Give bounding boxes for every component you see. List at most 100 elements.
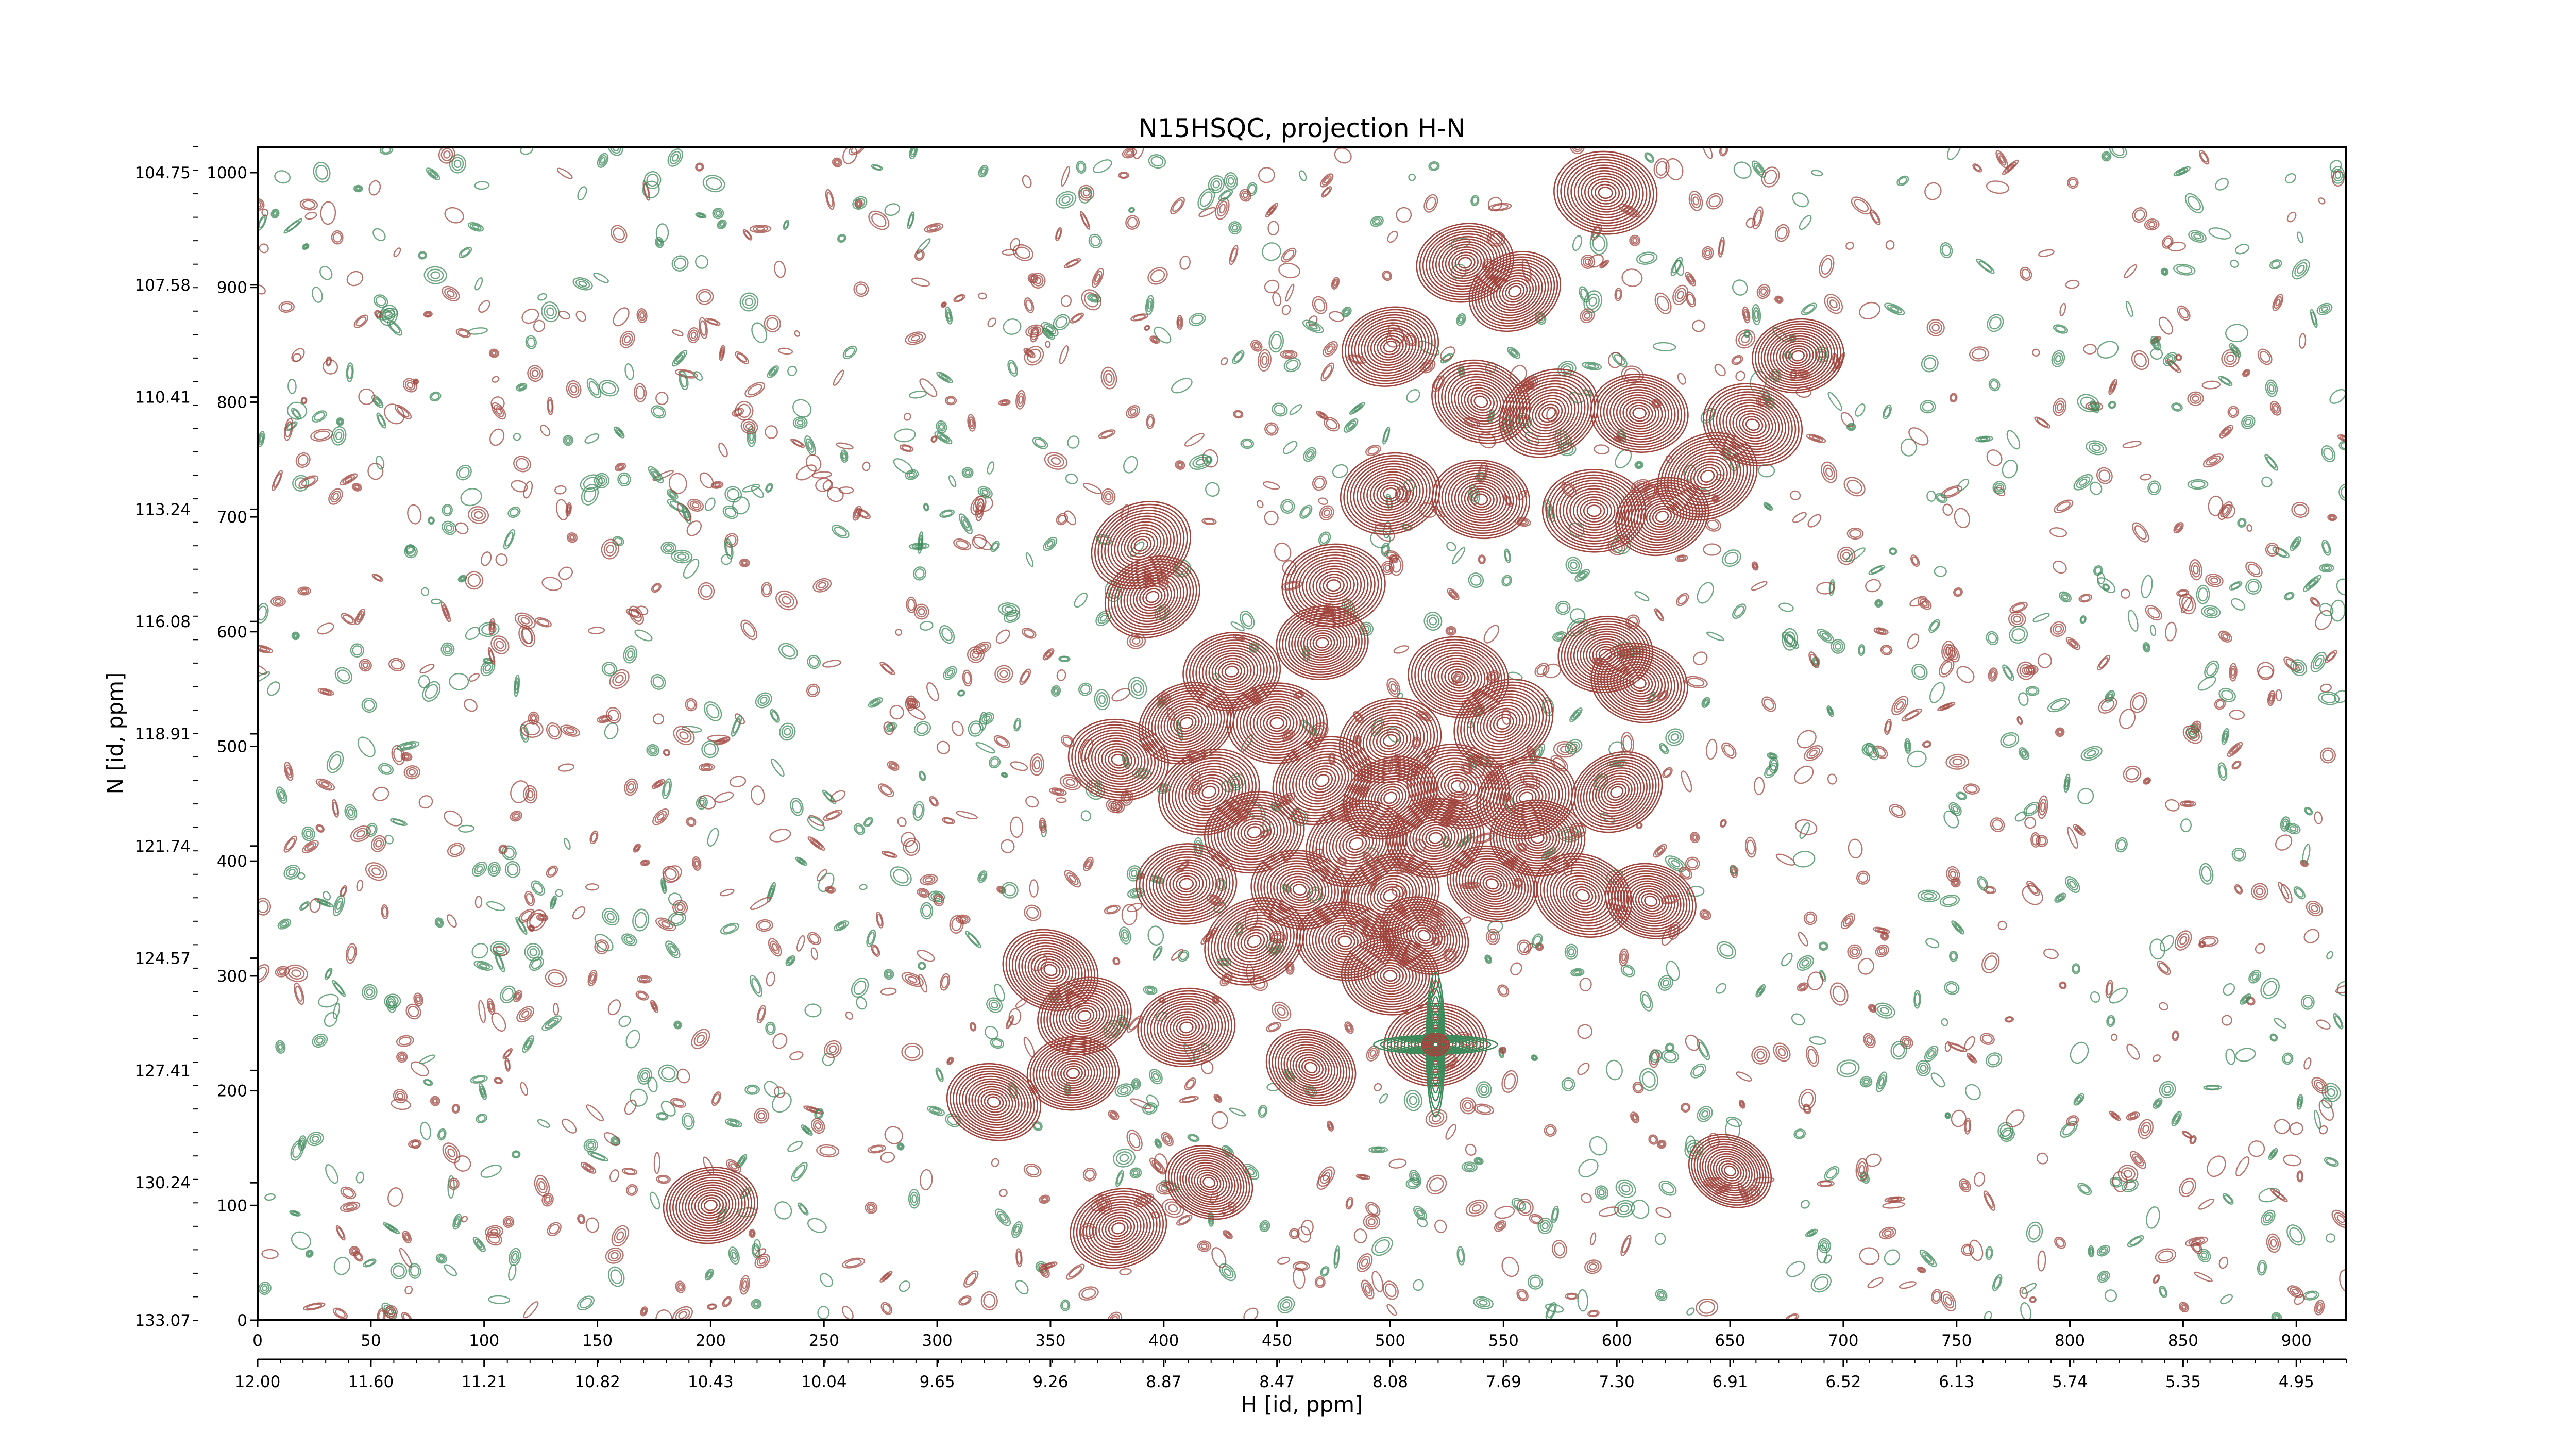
noise-contour (1686, 274, 1695, 284)
noise-contour (325, 1164, 338, 1184)
noise-contour (1284, 352, 1293, 357)
noise-contour (477, 1115, 486, 1122)
noise-contour (1161, 1185, 1169, 1191)
noise-contour (740, 1277, 749, 1292)
noise-contour (577, 1214, 586, 1224)
noise-contour (993, 735, 1010, 748)
noise-contour (375, 398, 381, 405)
noise-contour (822, 660, 842, 668)
noise-contour (258, 967, 267, 981)
noise-contour (720, 888, 735, 897)
noise-contour (2134, 525, 2147, 540)
noise-contour (1655, 1289, 1668, 1302)
noise-contour (2181, 1180, 2194, 1194)
noise-contour (544, 304, 557, 319)
noise-contour (1698, 1042, 1708, 1057)
noise-contour (1849, 529, 1861, 538)
noise-contour (1118, 172, 1129, 179)
noise-contour (1061, 166, 1070, 187)
noise-contour (2165, 621, 2177, 642)
noise-contour (2257, 348, 2273, 365)
noise-contour (1684, 676, 1708, 688)
noise-contour (751, 485, 764, 498)
noise-contour (598, 155, 607, 166)
noise-contour (1147, 300, 1152, 310)
noise-contour (2144, 218, 2160, 231)
noise-contour (742, 561, 748, 565)
noise-contour (1653, 158, 1670, 179)
noise-contour (1132, 1080, 1140, 1088)
noise-contour (1120, 172, 1128, 178)
noise-contour (426, 312, 431, 316)
noise-contour (911, 148, 916, 155)
noise-contour (1648, 1134, 1658, 1145)
noise-contour (1363, 1282, 1373, 1297)
noise-contour (1649, 1136, 1657, 1144)
noise-contour (909, 147, 918, 160)
noise-contour (795, 856, 807, 866)
noise-contour (1504, 548, 1511, 563)
noise-contour (1065, 473, 1078, 484)
noise-contour (2097, 341, 2119, 359)
noise-contour (2273, 405, 2279, 412)
noise-contour (2196, 584, 2210, 604)
noise-contour (1887, 1197, 1903, 1202)
noise-contour (1332, 464, 1348, 478)
noise-contour (1320, 173, 1334, 188)
noise-contour (769, 829, 791, 843)
noise-contour (1792, 512, 1807, 523)
noise-contour (607, 999, 621, 1016)
noise-contour (258, 603, 269, 624)
noise-contour (2089, 1249, 2093, 1254)
noise-contour (695, 255, 708, 269)
noise-contour (893, 869, 909, 884)
noise-contour (984, 1025, 998, 1040)
noise-contour (614, 426, 625, 439)
noise-contour (844, 347, 855, 358)
noise-contour (1699, 1108, 1711, 1120)
noise-contour (2224, 1194, 2232, 1203)
noise-contour (635, 385, 645, 400)
x-index-tick-label: 550 (1488, 1332, 1519, 1350)
noise-contour (2283, 1154, 2301, 1167)
noise-contour (1089, 295, 1100, 302)
noise-contour (1006, 1015, 1014, 1029)
noise-contour (531, 369, 539, 377)
noise-contour (727, 488, 740, 501)
noise-contour (2291, 538, 2300, 549)
noise-contour (749, 224, 772, 233)
noise-contour (882, 1304, 891, 1313)
noise-contour (294, 982, 304, 1005)
noise-contour (1947, 1042, 1968, 1053)
y-index-tick-label: 0 (237, 1311, 247, 1330)
noise-contour (784, 221, 789, 229)
y-index-tick-label: 800 (217, 393, 247, 412)
noise-contour (656, 1174, 671, 1184)
noise-contour (1944, 981, 1960, 995)
noise-contour (1267, 221, 1280, 235)
noise-contour (2182, 801, 2194, 806)
noise-contour (2019, 664, 2032, 678)
x-index-tick-label: 650 (1715, 1332, 1745, 1350)
noise-contour (297, 586, 311, 596)
noise-contour (1312, 475, 1327, 491)
noise-contour (1456, 1246, 1465, 1266)
noise-contour (1598, 1189, 1605, 1196)
noise-contour (2149, 938, 2165, 960)
noise-contour (428, 169, 438, 179)
noise-contour (671, 549, 693, 564)
noise-contour (459, 467, 470, 479)
y-index-tick-label: 600 (217, 623, 247, 642)
noise-contour (2140, 474, 2152, 481)
noise-contour (2218, 765, 2226, 779)
noise-contour (1059, 345, 1069, 364)
noise-contour (2301, 860, 2308, 866)
noise-contour (2275, 834, 2293, 851)
noise-contour (604, 910, 617, 923)
noise-contour (1720, 147, 1727, 155)
noise-contour (1753, 307, 1760, 323)
noise-contour (634, 845, 640, 852)
noise-contour (603, 664, 615, 675)
noise-contour (1176, 315, 1183, 330)
noise-contour (687, 818, 695, 825)
